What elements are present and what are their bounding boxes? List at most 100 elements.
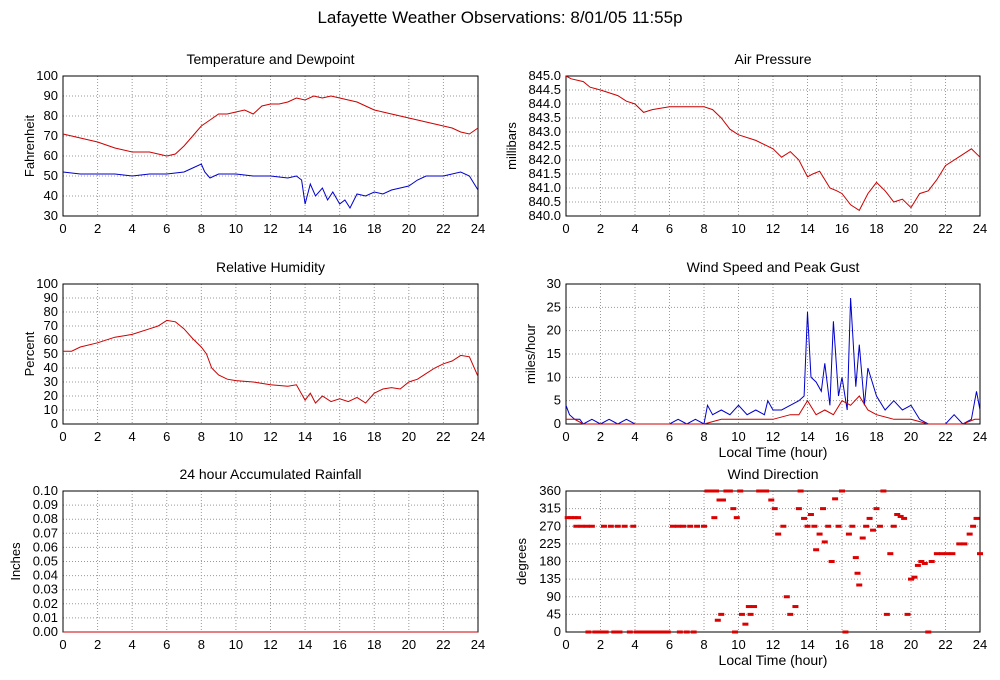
direction-point [644,630,651,634]
temp-x-tick-label: 2 [94,221,101,236]
humidity-y-tick-label: 60 [44,332,58,347]
direction-point [659,630,666,634]
direction-chart-title: Wind Direction [727,466,818,482]
direction-point [763,489,770,493]
pressure-y-tick-label: 845.0 [528,68,561,83]
direction-point [588,524,595,528]
direction-point [694,524,701,528]
direction-x-tick-label: 24 [973,637,987,652]
direction-point [859,536,866,540]
rain-y-tick-label: 0.05 [33,554,58,569]
humidity-y-tick-label: 90 [44,290,58,305]
direction-point [863,524,870,528]
direction-point [970,524,977,528]
wind-y-tick-label: 20 [547,323,561,338]
direction-point [792,605,799,609]
page-title: Lafayette Weather Observations: 8/01/05 … [317,8,683,27]
humidity-x-tick-label: 14 [298,429,312,444]
direction-point [966,532,973,536]
direction-x-tick-label: 22 [938,637,952,652]
rain-x-tick-label: 2 [94,637,101,652]
direction-point [780,524,787,528]
direction-point [787,612,794,616]
direction-plot-frame [565,490,981,633]
humidity-y-tick-label: 40 [44,360,58,375]
direction-x-axis-label: Local Time (hour) [719,652,828,668]
pressure-x-tick-label: 4 [631,221,638,236]
direction-y-tick-label: 90 [547,589,561,604]
wind-x-tick-label: 14 [800,429,814,444]
temp-x-tick-label: 16 [332,221,346,236]
direction-point [795,507,802,511]
temp-x-tick-label: 0 [59,221,66,236]
rain-y-tick-label: 0.02 [33,596,58,611]
humidity-x-tick-label: 24 [471,429,485,444]
temp-x-tick-label: 10 [229,221,243,236]
temp-y-tick-label: 80 [44,108,58,123]
direction-point [564,516,571,520]
wind-x-tick-label: 12 [766,429,780,444]
rain-x-tick-label: 24 [471,637,485,652]
rain-x-tick-label: 22 [436,637,450,652]
humidity-x-tick-label: 22 [436,429,450,444]
direction-point [578,524,585,528]
direction-point [771,507,778,511]
direction-x-tick-label: 10 [731,637,745,652]
direction-point [675,524,682,528]
humidity-y-tick-label: 10 [44,402,58,417]
direction-point [716,498,723,502]
rain-y-tick-label: 0.08 [33,511,58,526]
pressure-y-axis-label: millibars [504,122,519,170]
humidity-chart: 0 2 4 6 8 10 12 14 16 18 20 22 240102030405060708090… [22,259,485,444]
temp-plot-frame [62,75,479,217]
direction-x-tick-label: 8 [700,637,707,652]
direction-y-tick-label: 0 [554,624,561,639]
direction-y-tick-label: 360 [539,483,561,498]
wind-x-axis-label: Local Time (hour) [719,444,828,460]
direction-point [759,489,766,493]
direction-point [737,489,744,493]
temp-x-tick-label: 6 [163,221,170,236]
rain-x-tick-label: 4 [129,637,136,652]
rain-y-tick-label: 0.03 [33,582,58,597]
rain-y-tick-label: 0.07 [33,525,58,540]
direction-x-tick-label: 2 [597,637,604,652]
humidity-y-tick-label: 100 [36,276,58,291]
pressure-x-tick-label: 8 [700,221,707,236]
pressure-y-tick-label: 840.0 [528,208,561,223]
temp-chart-title: Temperature and Dewpoint [186,51,354,67]
direction-point [816,532,823,536]
humidity-y-tick-label: 30 [44,374,58,389]
direction-point [894,513,901,516]
direction-point [914,563,921,567]
direction-point [866,516,873,520]
direction-point [956,542,963,546]
pressure-y-tick-label: 841.5 [528,166,561,181]
direction-y-tick-label: 270 [539,518,561,533]
humidity-x-tick-label: 4 [129,429,136,444]
pressure-chart-title: Air Pressure [734,51,811,67]
wind-y-tick-label: 10 [547,369,561,384]
direction-point [602,630,609,634]
direction-point [825,524,832,528]
direction-point [775,532,782,536]
wind-plot-frame [565,283,981,425]
direction-point [597,630,604,634]
direction-point [607,524,614,528]
direction-point [733,516,740,520]
temp-y-tick-label: 40 [44,188,58,203]
wind-x-tick-label: 4 [631,429,638,444]
direction-point [880,489,887,493]
rain-x-tick-label: 16 [332,637,346,652]
pressure-y-tick-label: 842.0 [528,152,561,167]
pressure-x-tick-label: 16 [835,221,849,236]
direction-point [611,630,618,634]
wind-y-tick-label: 15 [547,346,561,361]
direction-point [908,577,914,581]
direction-y-tick-label: 45 [547,606,561,621]
direction-point [928,560,935,563]
wind-x-tick-label: 20 [904,429,918,444]
wind-x-tick-label: 10 [731,429,745,444]
direction-x-tick-label: 20 [904,637,918,652]
